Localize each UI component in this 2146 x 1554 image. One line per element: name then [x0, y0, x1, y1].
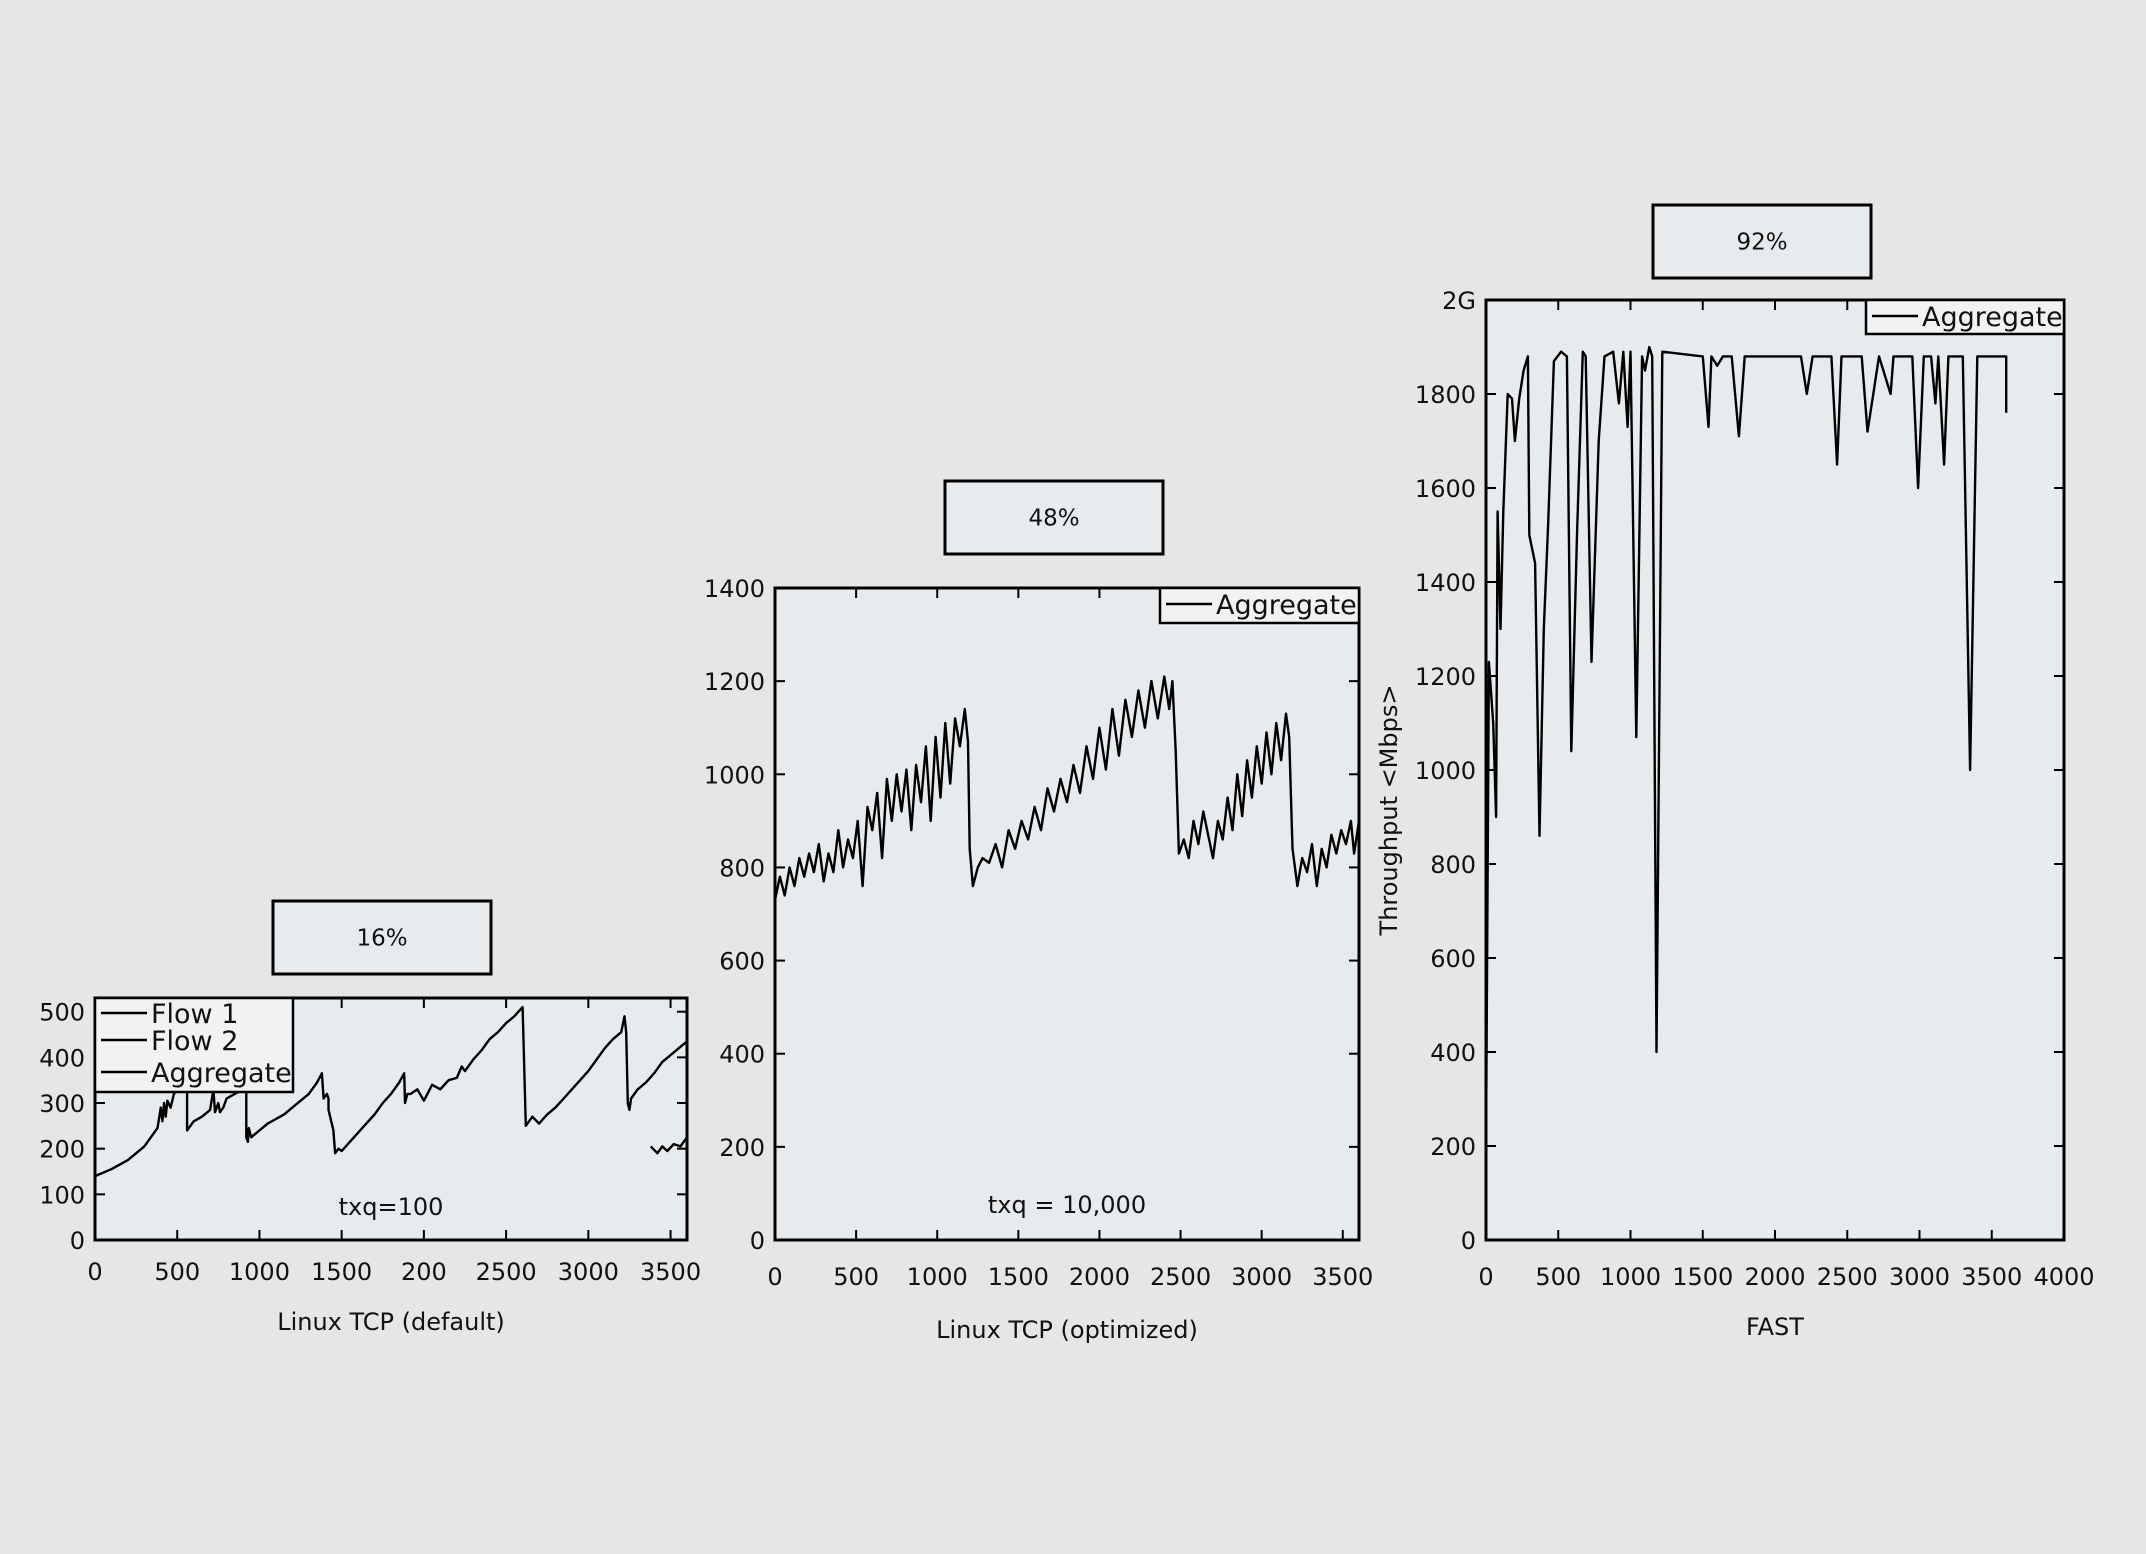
y-tick-label: 100 [39, 1181, 85, 1209]
y-tick-label: 1400 [1415, 569, 1476, 597]
efficiency-badge [1651, 203, 1873, 280]
x-tick-label: 2500 [1817, 1263, 1878, 1291]
y-tick-label: 200 [719, 1134, 765, 1162]
y-tick-label: 600 [719, 948, 765, 976]
x-tick-label: 1500 [988, 1263, 1049, 1291]
x-tick-label: 2000 [1744, 1263, 1805, 1291]
x-axis-label: FAST [1746, 1313, 1804, 1341]
y-tick-label: 0 [750, 1227, 765, 1255]
legend-entry: Aggregate [1922, 302, 2063, 333]
plot-frame [93, 996, 689, 1242]
efficiency-badge [943, 479, 1165, 556]
series-line-1 [94, 1005, 688, 1178]
y-tick-label: 0 [1461, 1227, 1476, 1255]
y-tick-label: 0 [70, 1227, 85, 1255]
y-tick-label: 1000 [704, 761, 765, 789]
chart-panel-2: 48% 0 500 1000 1500 2000 2500 3000 3500 0 200 400 60… [704, 479, 1373, 1344]
y-tick-label: 500 [39, 999, 85, 1027]
efficiency-badge-label: 16% [356, 926, 407, 952]
x-tick-label: 4000 [2033, 1263, 2094, 1291]
legend-box [1158, 586, 1361, 625]
x-tick-label: 200 [401, 1258, 447, 1286]
x-tick-label: 3500 [640, 1258, 701, 1286]
x-tick-label: 3000 [1889, 1263, 1950, 1291]
y-tick-label: 1800 [1415, 381, 1476, 409]
series-line-2 [649, 1136, 688, 1155]
y-tick-label: 1400 [704, 575, 765, 603]
legend-entry: Aggregate [1216, 590, 1357, 621]
y-tick-label: 200 [1430, 1133, 1476, 1161]
chart-annotation: txq = 10,000 [988, 1191, 1146, 1219]
y-tick-label: 400 [39, 1044, 85, 1072]
chart-panel-3: 92% 0 500 1000 1500 2000 2500 3000 3500 4000 0 200 4… [1375, 203, 2095, 1341]
y-tick-label: 800 [719, 854, 765, 882]
x-tick-label: 500 [833, 1263, 879, 1291]
x-tick-label: 2500 [1150, 1263, 1211, 1291]
efficiency-badge-label: 48% [1028, 506, 1079, 532]
x-tick-label: 3500 [1961, 1263, 2022, 1291]
y-tick-label: 300 [39, 1090, 85, 1118]
plot-area [775, 588, 1359, 1240]
x-tick-label: 3500 [1312, 1263, 1373, 1291]
y-tick-label: 1000 [1415, 757, 1476, 785]
x-tick-label: 1500 [1672, 1263, 1733, 1291]
plot-frame [773, 586, 1361, 1242]
y-tick-label: 600 [1430, 945, 1476, 973]
x-tick-label: 2500 [476, 1258, 537, 1286]
y-tick-label: 1600 [1415, 475, 1476, 503]
x-tick-label: 3000 [1231, 1263, 1292, 1291]
plot-frame [1484, 298, 2066, 1242]
x-tick-label: 0 [767, 1263, 782, 1291]
x-tick-label: 500 [1535, 1263, 1581, 1291]
x-tick-label: 1000 [229, 1258, 290, 1286]
plot-area [1486, 300, 2064, 1240]
chart-annotation: txq=100 [339, 1193, 444, 1221]
y-tick-label: 400 [719, 1041, 765, 1069]
x-tick-label: 0 [87, 1258, 102, 1286]
y-tick-label: 400 [1430, 1039, 1476, 1067]
y-tick-label: 200 [39, 1136, 85, 1164]
y-tick-label: 1200 [704, 668, 765, 696]
x-axis-label: Linux TCP (optimized) [936, 1316, 1198, 1344]
chart-panel-1: 16% 0 500 1000 1500 200 2500 3000 3500 0 100 200 300… [39, 899, 701, 1336]
x-tick-label: 1000 [1600, 1263, 1661, 1291]
x-tick-label: 1500 [311, 1258, 372, 1286]
series-line-1 [773, 675, 1361, 901]
y-tick-label: 2G [1442, 287, 1476, 315]
efficiency-badge-label: 92% [1736, 230, 1787, 256]
x-tick-label: 0 [1478, 1263, 1493, 1291]
series-line-1 [1484, 345, 2008, 1147]
x-tick-label: 1000 [907, 1263, 968, 1291]
x-axis-label: Linux TCP (default) [277, 1308, 505, 1336]
y-tick-label: 800 [1430, 851, 1476, 879]
legend-entry: Flow 1 [151, 999, 238, 1030]
x-tick-label: 2000 [1069, 1263, 1130, 1291]
x-tick-label: 500 [154, 1258, 200, 1286]
legend-box [1864, 298, 2066, 336]
y-tick-label: 1200 [1415, 663, 1476, 691]
legend-entry: Flow 2 [151, 1026, 238, 1057]
y-axis-label: Throughput <Mbps> [1375, 685, 1403, 937]
x-tick-label: 3000 [558, 1258, 619, 1286]
efficiency-badge [271, 899, 493, 976]
legend-entry: Aggregate [151, 1058, 292, 1089]
